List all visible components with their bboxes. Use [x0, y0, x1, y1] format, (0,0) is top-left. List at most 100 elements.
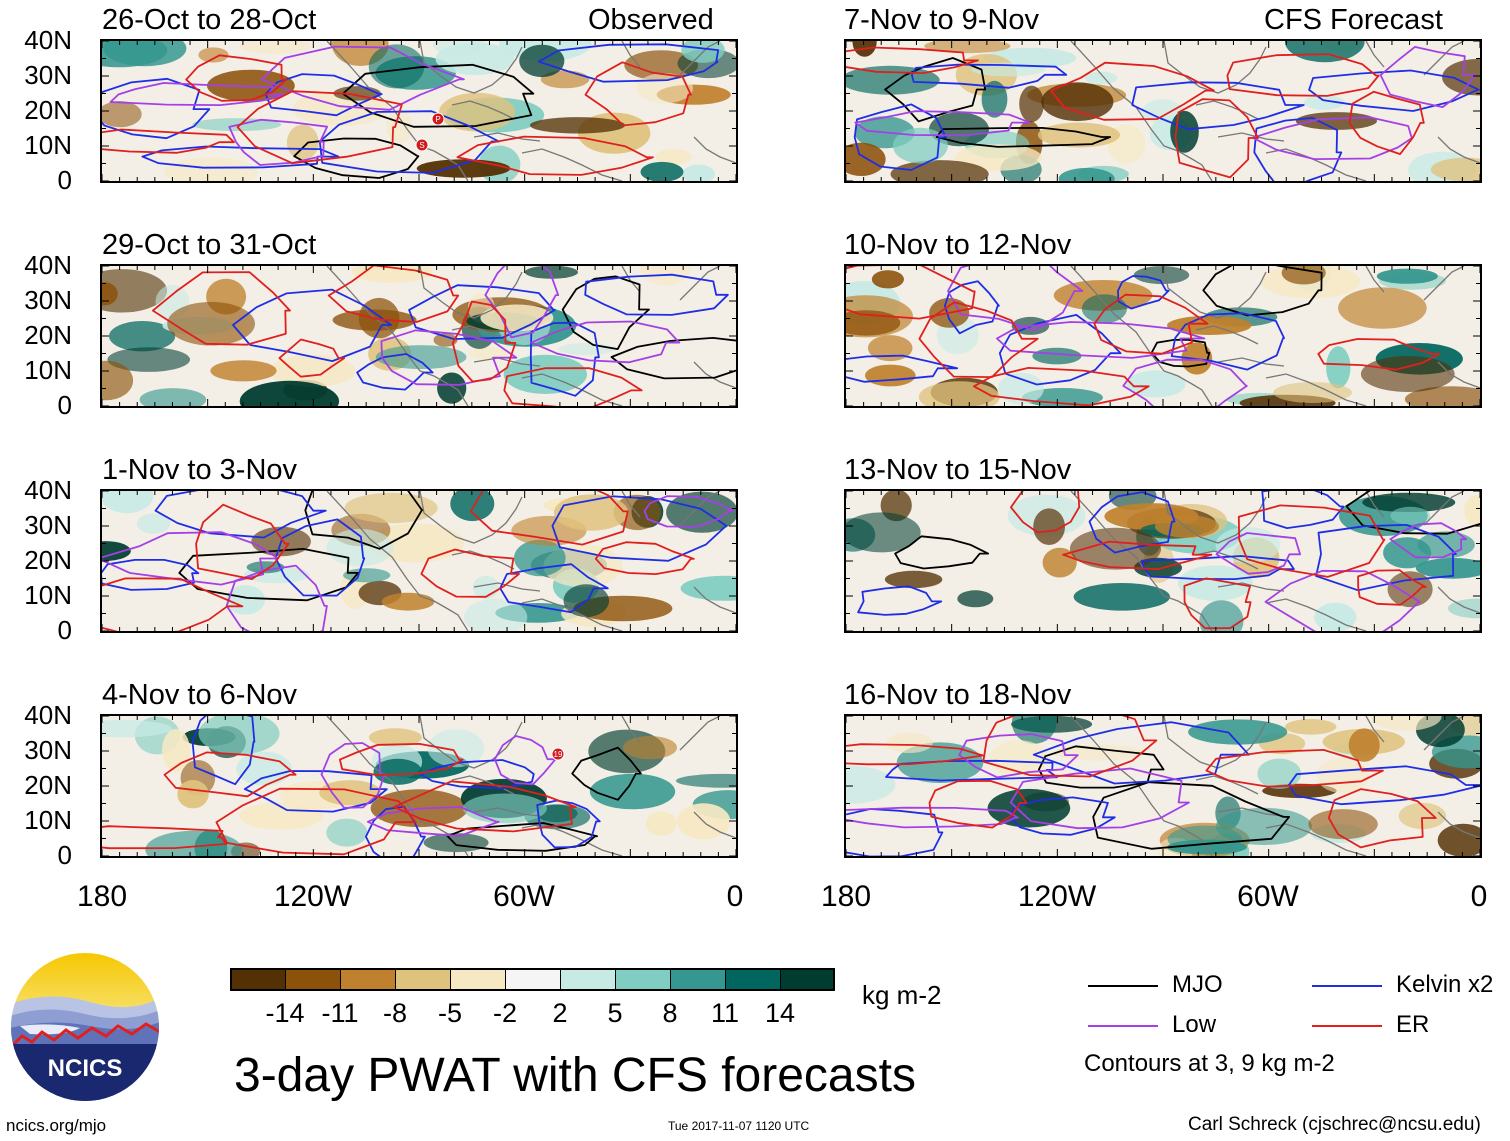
pwat-anomaly-blob: [239, 41, 311, 55]
contour-er: [1050, 61, 1215, 121]
contour-er: [1205, 749, 1384, 788]
colorbar-swatch: [780, 968, 835, 991]
y-tick-label: 10N: [24, 130, 72, 160]
colorbar-tick-label: 5: [607, 998, 623, 1028]
pwat-anomaly-blob: [981, 80, 1008, 118]
y-tick-label: 10N: [24, 805, 72, 835]
pwat-anomaly-blob: [1326, 346, 1351, 389]
contour-low: [1122, 358, 1248, 406]
x-tick-label: 60W: [493, 880, 555, 913]
pwat-anomaly-blob: [892, 127, 948, 164]
panel-title: 10-Nov to 12-Nov: [844, 229, 1072, 261]
pwat-anomaly-blob: [210, 360, 277, 382]
pwat-anomaly-blob: [524, 266, 578, 279]
pwat-anomaly-blob: [624, 50, 699, 81]
pwat-anomaly-blob: [480, 304, 554, 332]
contour-kelvin-x2: [1261, 491, 1345, 529]
contour-kelvin-x2: [538, 43, 720, 83]
pwat-anomaly-blob: [239, 802, 324, 830]
y-tick-label: 20N: [24, 545, 72, 575]
y-tick-label: 0: [57, 615, 72, 645]
contour-kelvin-x2: [191, 716, 256, 786]
axis-ticks: [102, 491, 736, 631]
colorbar-swatch: [285, 968, 340, 991]
axis-ticks: [846, 41, 1480, 181]
pwat-anomaly-blob: [102, 101, 142, 128]
y-tick-label: 20N: [24, 95, 72, 125]
contour-er: [1226, 53, 1380, 97]
contour-low: [530, 320, 681, 364]
axis-ticks: [846, 491, 1480, 631]
pwat-anomaly-blob: [918, 381, 1000, 406]
pwat-anomaly-blob: [381, 592, 435, 611]
axis-ticks: [846, 716, 1480, 856]
contour-low: [1215, 532, 1301, 575]
map-panel-1: [100, 264, 738, 408]
pwat-anomaly-blob: [462, 793, 547, 824]
panel-title: 16-Nov to 18-Nov: [844, 679, 1072, 711]
pwat-anomaly-blob: [1073, 583, 1170, 611]
contour-er: [1327, 788, 1437, 849]
y-tick-label: 0: [57, 840, 72, 870]
contour-er: [456, 135, 654, 176]
pwat-anomaly-blob: [1285, 41, 1365, 63]
pwat-anomaly-blob: [269, 354, 356, 387]
pwat-anomaly-blob: [871, 270, 904, 289]
pwat-anomaly-blob: [896, 742, 984, 783]
panel-title: 4-Nov to 6-Nov: [102, 679, 298, 711]
contour-low: [996, 321, 1206, 359]
contour-low: [366, 806, 500, 837]
pwat-anomaly-blob: [198, 47, 229, 63]
pwat-anomaly-blob: [1348, 728, 1380, 762]
legend-line-mjo: [1088, 985, 1158, 987]
pwat-anomaly-blob: [589, 773, 676, 810]
chart-title: 3-day PWAT with CFS forecasts: [234, 1049, 916, 1102]
pwat-anomaly-blob: [1404, 386, 1480, 406]
contour-kelvin-x2: [408, 284, 556, 340]
contour-er: [236, 90, 403, 165]
pwat-anomaly-blob: [433, 333, 458, 347]
pwat-anomaly-blob: [236, 751, 292, 786]
y-tick-label: 40N: [24, 475, 72, 505]
pwat-anomaly-blob: [846, 512, 921, 553]
pwat-anomaly-blob: [1437, 823, 1480, 856]
contour-er: [327, 266, 460, 323]
contour-kelvin-x2: [356, 353, 434, 391]
contour-er: [846, 266, 976, 320]
pwat-anomaly-blob: [139, 388, 207, 406]
contour-er: [982, 716, 1158, 778]
contour-kelvin-x2: [536, 799, 601, 849]
x-tick-label: 0: [726, 880, 744, 913]
contour-er: [185, 54, 288, 102]
pwat-field: 19: [102, 716, 736, 856]
y-tick-label: 30N: [24, 285, 72, 315]
pwat-anomaly-blob: [1041, 82, 1114, 122]
map-panel-6: [844, 489, 1482, 633]
y-tick-label: 30N: [24, 510, 72, 540]
contour-kelvin-x2: [944, 280, 1000, 335]
pwat-anomaly-blob: [1362, 492, 1456, 513]
legend-label: Low: [1172, 1011, 1217, 1038]
footer-url[interactable]: ncics.org/mjo: [6, 1116, 107, 1135]
colorbar-units: kg m-2: [862, 980, 942, 1010]
pwat-anomaly-blob: [680, 575, 736, 601]
pwat-anomaly-blob: [103, 41, 187, 67]
contour-kelvin-x2: [365, 805, 426, 856]
pwat-field: [102, 266, 736, 406]
pwat-anomaly-blob: [463, 598, 528, 631]
pwat-anomaly-blob: [239, 380, 340, 406]
colorbar-swatch: [340, 968, 395, 991]
contour-er: [102, 825, 228, 850]
y-tick-label: 20N: [24, 320, 72, 350]
pwat-anomaly-blob: [1370, 716, 1442, 731]
pwat-anomaly-blob: [435, 42, 515, 76]
pwat-anomaly-blob: [437, 372, 467, 404]
storm-marker: [431, 112, 445, 126]
colorbar-tick-label: -14: [265, 998, 305, 1028]
y-tick-label: 40N: [24, 25, 72, 55]
colorbar-swatch: [725, 968, 780, 991]
contour-kelvin-x2: [1308, 69, 1480, 112]
colorbar-swatch: [450, 968, 505, 991]
contour-er: [918, 301, 1039, 378]
colorbar-swatch: [230, 968, 285, 991]
